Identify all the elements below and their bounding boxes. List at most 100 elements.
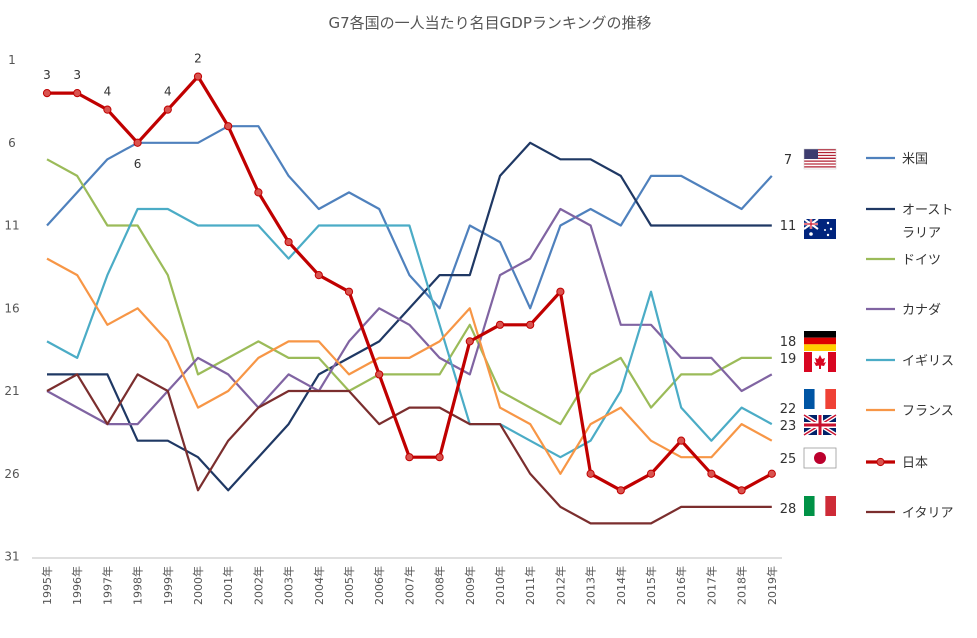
y-tick-label: 1 xyxy=(8,53,16,67)
series-line-イギリス xyxy=(46,207,773,459)
japan-point xyxy=(465,337,474,346)
us-flag-icon xyxy=(803,148,837,170)
japan-point xyxy=(616,486,625,495)
italy-flag-icon xyxy=(804,496,836,516)
x-tick-label: 2018年 xyxy=(735,566,749,605)
series-line-フランス xyxy=(46,257,773,475)
series-line-イタリア xyxy=(46,373,772,525)
japan-point xyxy=(284,237,293,247)
france-flag-icon xyxy=(804,389,836,409)
japan-point xyxy=(344,287,354,296)
series-line-米国 xyxy=(46,125,773,310)
japan-point xyxy=(193,72,203,81)
japan-point xyxy=(163,105,172,114)
japan-point-label: 2 xyxy=(194,52,202,66)
x-tick-label: 2007年 xyxy=(402,566,416,605)
x-tick-label: 2002年 xyxy=(251,566,265,605)
end-label-イギリス: 22 xyxy=(780,402,797,417)
japan-point xyxy=(586,469,595,478)
japan-point xyxy=(314,271,323,280)
legend-item-フランス: フランス xyxy=(866,404,954,419)
japan-point xyxy=(677,436,686,445)
x-tick-label: 2017年 xyxy=(704,566,718,605)
australia-flag-icon xyxy=(803,218,836,239)
x-tick-label: 2004年 xyxy=(312,566,326,605)
end-label-オーストラリア: 11 xyxy=(780,219,797,234)
y-tick-label: 6 xyxy=(8,136,16,150)
x-tick-label: 2003年 xyxy=(282,566,296,605)
legend-label: イギリス xyxy=(902,354,954,369)
x-tick-label: 2016年 xyxy=(674,566,688,605)
end-label-イタリア: 28 xyxy=(780,502,797,517)
japan-point-label: 4 xyxy=(104,85,112,99)
x-tick-label: 2011年 xyxy=(523,566,537,605)
x-tick-label: 2005年 xyxy=(342,566,356,605)
legend-item-ドイツ: ドイツ xyxy=(866,253,941,268)
chart-title: G7各国の一人当たり名目GDPランキングの推移 xyxy=(329,14,652,32)
japan-point xyxy=(526,320,535,329)
legend-label: ドイツ xyxy=(902,253,941,268)
canada-flag-icon xyxy=(804,352,836,372)
legend-label: ラリア xyxy=(902,226,941,241)
x-tick-label: 2015年 xyxy=(644,566,658,605)
x-tick-label: 1996年 xyxy=(70,566,84,605)
x-tick-label: 2019年 xyxy=(765,566,779,605)
legend-item-カナダ: カナダ xyxy=(866,303,941,318)
x-tick-label: 1997年 xyxy=(100,566,114,605)
x-tick-label: 2014年 xyxy=(614,566,628,605)
legend-label: オースト xyxy=(902,203,953,218)
japan-point xyxy=(254,188,263,197)
series-line-日本 xyxy=(47,74,773,492)
x-tick-label: 1995年 xyxy=(40,566,54,605)
x-tick-label: 2012年 xyxy=(553,566,567,605)
y-tick-label: 16 xyxy=(4,301,19,315)
japan-point xyxy=(646,469,656,478)
legend-item-イギリス: イギリス xyxy=(866,354,954,369)
end-label-ドイツ: 18 xyxy=(780,335,797,350)
y-tick-label: 21 xyxy=(4,384,19,398)
legend-label: 米国 xyxy=(902,152,928,167)
japan-point xyxy=(767,469,776,478)
japan-point xyxy=(405,453,414,462)
japan-point xyxy=(103,105,112,114)
x-tick-label: 2008年 xyxy=(433,566,447,605)
legend-item-日本: 日本 xyxy=(866,456,928,471)
end-label-日本: 25 xyxy=(780,452,797,467)
japan-point-label: 6 xyxy=(134,157,142,171)
x-tick-label: 2001年 xyxy=(221,566,235,605)
series-line-カナダ xyxy=(46,207,773,426)
y-tick-label: 11 xyxy=(4,219,19,233)
japan-point xyxy=(495,320,505,329)
japan-point xyxy=(375,370,384,379)
germany-flag-icon xyxy=(804,331,836,351)
legend-item-イタリア: イタリア xyxy=(866,506,953,521)
flags xyxy=(802,148,838,516)
legend-item-米国: 米国 xyxy=(866,152,928,167)
x-tick-label: 1999年 xyxy=(161,566,175,605)
japan-point-label: 4 xyxy=(164,85,172,99)
japan-point-label: 3 xyxy=(73,68,81,82)
end-label-カナダ: 19 xyxy=(780,352,797,367)
y-tick-label: 31 xyxy=(4,550,19,564)
japan-point xyxy=(737,486,746,495)
series-line-ドイツ xyxy=(46,158,772,426)
y-tick-label: 26 xyxy=(4,467,19,481)
x-tick-label: 2010年 xyxy=(493,566,507,605)
japan-point xyxy=(556,287,565,296)
japan-point xyxy=(42,89,52,98)
legend-label: イタリア xyxy=(902,506,953,521)
japan-flag-icon xyxy=(803,447,837,469)
x-tick-label: 2009年 xyxy=(463,566,477,605)
legend-label: 日本 xyxy=(902,456,928,471)
x-tick-label: 2000年 xyxy=(191,566,205,605)
japan-point xyxy=(224,122,233,131)
end-labels: 7 11 18 19 22 23 25 28 xyxy=(780,153,797,517)
series-line-オーストラリア xyxy=(47,141,772,492)
legend-label: カナダ xyxy=(902,303,941,318)
japan-point-label: 3 xyxy=(43,68,51,82)
x-tick-label: 2006年 xyxy=(372,566,386,605)
japan-point xyxy=(707,469,716,478)
